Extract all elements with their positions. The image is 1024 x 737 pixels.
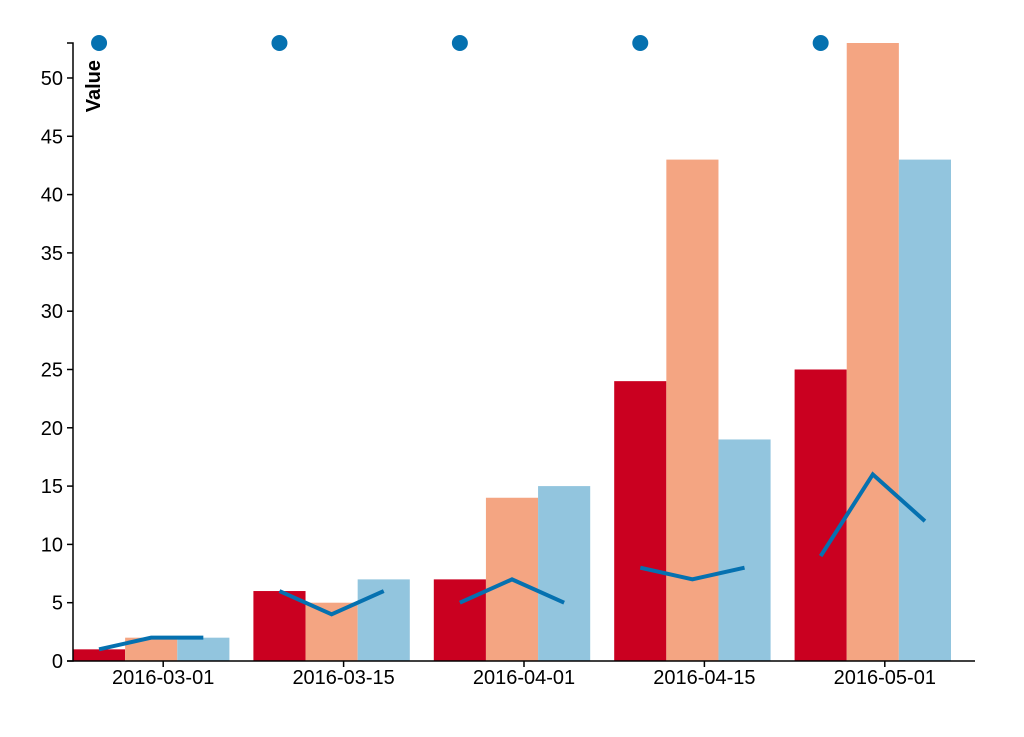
y-tick-label: 15 xyxy=(41,476,63,498)
y-tick-label: 50 xyxy=(41,68,63,90)
bar xyxy=(794,369,847,661)
lines-layer xyxy=(98,471,927,652)
dot-point xyxy=(271,35,288,51)
y-tick-label: 35 xyxy=(41,243,63,265)
x-tick-label: 2016-04-15 xyxy=(653,667,755,689)
x-tick-label: 2016-03-01 xyxy=(112,667,214,689)
x-tick-label: 2016-04-01 xyxy=(473,667,575,689)
line-segment xyxy=(639,565,745,582)
x-tick-label: 2016-05-01 xyxy=(834,667,936,689)
y-tick-label: 20 xyxy=(41,418,63,440)
line-segment xyxy=(278,589,385,617)
y-ticks: 0 5 10 15 20 25 30 35 40 45 50 xyxy=(41,68,73,673)
bars-layer xyxy=(73,43,951,662)
y-tick-label: 45 xyxy=(41,126,63,148)
dot-point xyxy=(451,35,468,51)
y-tick-label: 10 xyxy=(41,534,63,556)
x-tick-label: 2016-03-15 xyxy=(292,667,394,689)
dot-point xyxy=(812,35,829,51)
y-axis-title: Value xyxy=(83,60,105,112)
bar xyxy=(177,637,230,661)
y-tick-label: 5 xyxy=(52,593,63,615)
x-ticks: 2016-03-01 2016-03-15 2016-04-01 2016-04-15… xyxy=(112,661,936,689)
line-segment xyxy=(818,471,927,558)
y-tick-label: 25 xyxy=(41,359,63,381)
y-tick-label: 40 xyxy=(41,185,63,207)
line-segment xyxy=(459,577,565,605)
y-tick-label: 0 xyxy=(52,651,63,673)
dots-layer xyxy=(91,35,829,51)
bar xyxy=(846,43,899,661)
line-segment xyxy=(98,635,204,652)
dot-point xyxy=(91,35,108,51)
bar xyxy=(73,649,126,661)
bar xyxy=(666,159,719,662)
bar xyxy=(433,579,486,661)
bar xyxy=(538,486,591,661)
bar xyxy=(898,159,951,662)
bar xyxy=(614,381,667,661)
bar xyxy=(125,637,178,661)
dot-point xyxy=(632,35,649,51)
bar xyxy=(718,439,771,661)
y-tick-label: 30 xyxy=(41,301,63,323)
bar xyxy=(253,591,306,661)
bar xyxy=(305,602,358,661)
